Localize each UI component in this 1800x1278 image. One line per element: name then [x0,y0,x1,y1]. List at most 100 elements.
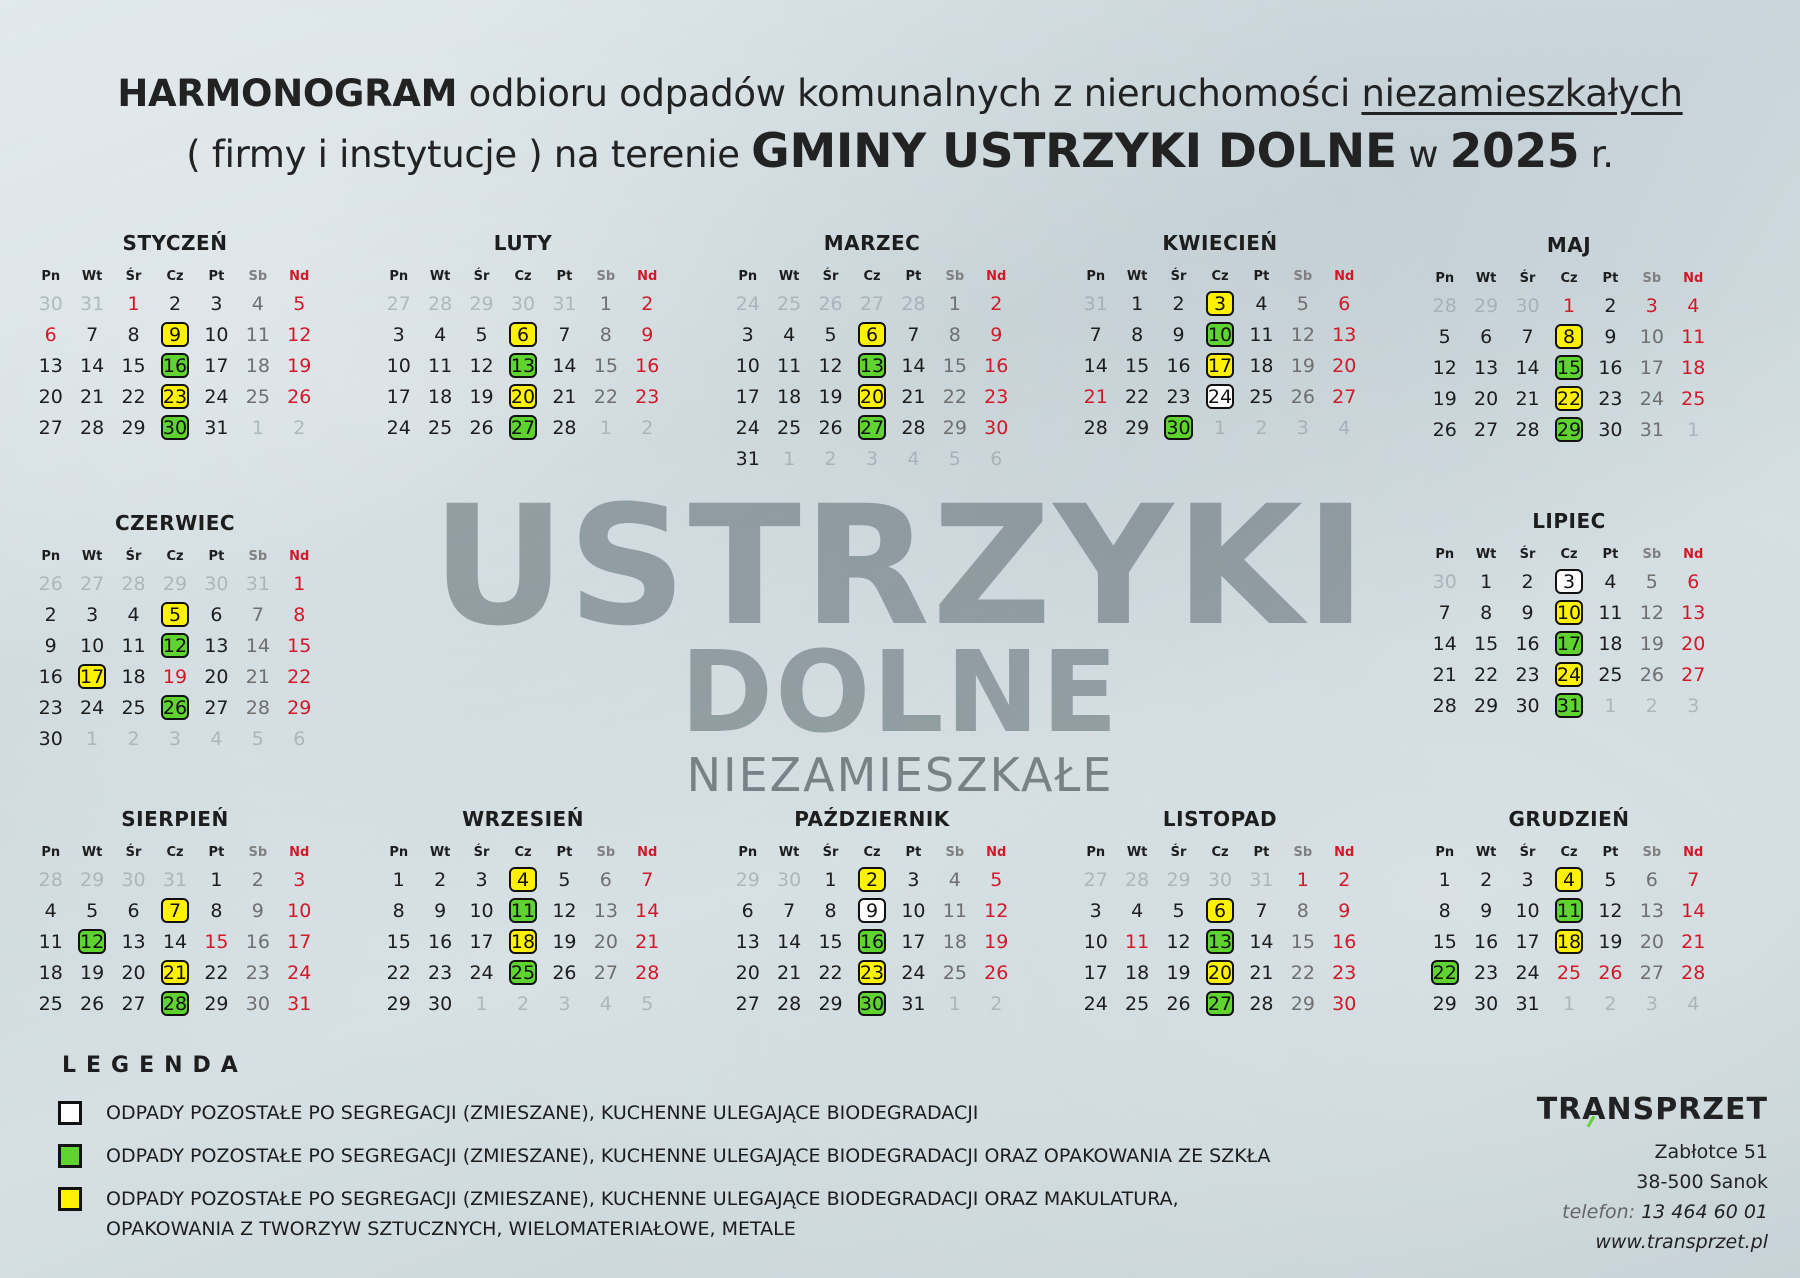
day-number: 19 [1598,930,1623,953]
day-number: 16 [1474,930,1499,953]
weekday-label: Cz [1560,845,1578,860]
week-row: 29 30 1 2 3 4 5 [727,864,1017,895]
day-number: 9 [434,899,447,922]
day-number: 24 [469,961,494,984]
day-number: 1 [210,868,223,891]
day-cell: 21 [154,957,195,988]
month-name: GRUDZIEŃ [1508,807,1630,831]
day-cell: 16 [30,661,71,692]
day-cell: 11 [113,630,154,661]
day-number: 3 [1296,416,1309,439]
day-number: 2 [990,292,1003,315]
day-cell: 7 [1241,895,1282,926]
day-number: 23 [160,384,190,409]
day-number: 7 [783,899,796,922]
day-number: 22 [1474,663,1499,686]
day-number: 9 [1480,899,1493,922]
day-cell: 28 [1673,957,1714,988]
day-cell: 31 [279,988,320,1019]
day-cell-adjacent: 28 [419,288,460,319]
week-row: 17 18 19 20 21 22 23 [1075,957,1365,988]
day-number: 25 [777,292,802,315]
day-cell-adjacent: 4 [585,988,626,1019]
day-number: 23 [1332,961,1357,984]
day-number: 30 [38,727,63,750]
day-number: 18 [428,385,453,408]
day-number: 28 [777,992,802,1015]
day-number: 28 [38,868,63,891]
day-cell-adjacent: 26 [810,288,851,319]
day-number: 22 [386,961,411,984]
day-number: 4 [127,603,140,626]
day-number: 24 [80,696,105,719]
day-number: 11 [1249,323,1274,346]
week-row: 23 24 25 26 27 28 29 [30,692,320,723]
weekday-label: Sb [1642,547,1662,562]
weekday-label: Nd [289,845,310,860]
day-cell: 8 [113,319,154,350]
day-number: 9 [857,898,886,923]
day-cell: 2 [419,864,460,895]
day-number: 13 [1332,323,1357,346]
day-number: 4 [783,323,796,346]
day-cell: 17 [1548,628,1589,659]
day-number: 25 [777,416,802,439]
week-row: 13 14 15 16 17 18 19 [30,350,320,381]
company-website[interactable]: www.transprzet.pl [1595,1231,1768,1253]
day-cell: 13 [1199,926,1240,957]
day-cell: 6 [727,895,768,926]
phone-number[interactable]: 13 464 60 01 [1641,1201,1768,1223]
day-cell: 18 [237,350,278,381]
day-cell: 27 [113,988,154,1019]
day-cell: 16 [627,350,668,381]
week-row: 24 25 26 27 28 29 30 [1075,988,1365,1019]
day-cell: 29 [810,988,851,1019]
day-cell: 17 [1075,957,1116,988]
day-number: 27 [1083,868,1108,891]
day-number: 2 [516,992,530,1015]
week-row: 21 22 23 24 25 26 27 [1424,659,1714,690]
day-number: 8 [1480,601,1493,624]
day-cell: 13 [113,926,154,957]
day-number: 23 [1515,663,1540,686]
day-cell: 6 [30,319,71,350]
day-number: 30 [777,868,802,891]
day-number: 1 [948,292,961,315]
day-cell: 2 [976,288,1017,319]
week-row: 8 9 10 11 12 13 14 [1424,895,1714,926]
day-cell: 7 [544,319,585,350]
weekday-label: Pn [389,269,409,284]
day-number: 31 [1083,292,1108,315]
day-number: 8 [948,323,961,346]
weekday-label: Sb [1642,845,1662,860]
weekday-label: Nd [1683,547,1704,562]
day-number: 23 [1166,385,1191,408]
day-number: 3 [86,603,99,626]
day-number: 29 [287,696,312,719]
day-cell: 23 [30,692,71,723]
day-cell: 14 [1075,350,1116,381]
day-number: 29 [818,992,843,1015]
day-number: 9 [1338,899,1351,922]
day-cell: 7 [1075,319,1116,350]
day-cell: 25 [934,957,975,988]
day-cell: 29 [1116,412,1157,443]
day-number: 20 [204,665,229,688]
day-cell: 8 [934,319,975,350]
week-row: 10 11 12 13 14 15 16 [727,350,1017,381]
day-cell: 24 [1631,383,1672,414]
day-number: 18 [508,929,538,954]
day-number: 1 [475,992,488,1015]
day-cell: 12 [279,319,320,350]
weekday-label: Wt [1475,845,1497,860]
day-cell: 3 [1548,566,1589,597]
week-row: 29 30 1 2 3 4 5 [378,988,668,1019]
day-cell-adjacent: 30 [768,864,809,895]
day-number: 8 [824,899,837,922]
day-cell: 10 [1075,926,1116,957]
day-number: 29 [204,992,229,1015]
day-cell: 4 [934,864,975,895]
day-cell: 13 [502,350,543,381]
day-cell-adjacent: 30 [30,288,71,319]
day-number: 15 [818,930,843,953]
